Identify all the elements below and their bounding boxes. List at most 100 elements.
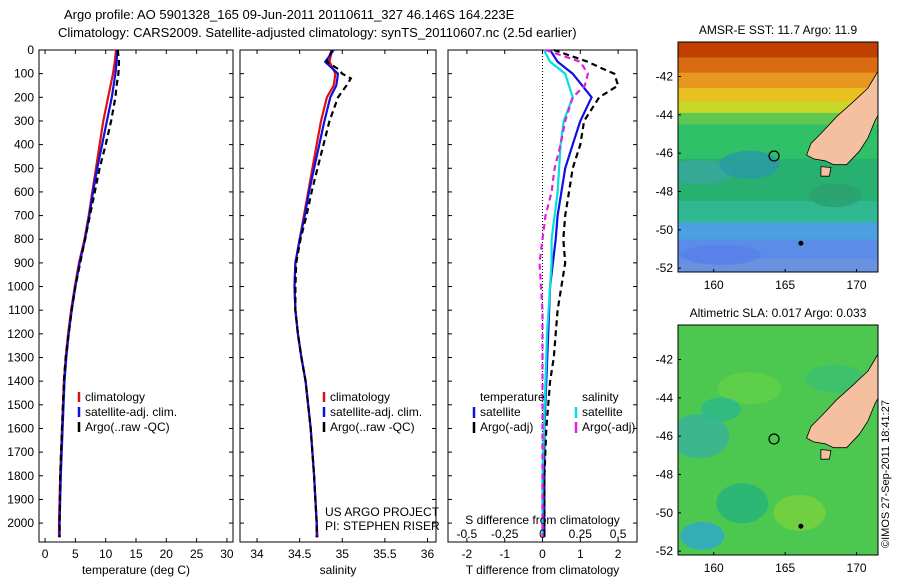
copyright-watermark: ©IMOS 27-Sep-2011 18:41:27 — [880, 400, 892, 548]
map-sla: -42 -44 -46 -48 -50 -52 160 165 170 Altimetric SL… — [656, 306, 879, 575]
figure-title-line1: Argo profile: AO 5901328_165 09-Jun-2011… — [64, 7, 515, 22]
sst-patch — [809, 183, 862, 208]
x-axis-label: temperature (deg C) — [82, 563, 190, 577]
map-x-tick-label: 165 — [775, 278, 795, 292]
stewart-island — [820, 449, 832, 460]
map-title: AMSR-E SST: 11.7 Argo: 11.9 — [699, 23, 858, 37]
sst-band — [678, 222, 878, 241]
map-y-tick-label: -42 — [656, 70, 674, 84]
x-tick-label: 34 — [250, 547, 264, 561]
series-line-s-argo-adj- — [538, 48, 590, 538]
x-tick-label: 20 — [160, 547, 174, 561]
x-tick-label: 0 — [539, 547, 546, 561]
map-y-tick-label: -44 — [656, 391, 674, 405]
sla-patch — [773, 494, 826, 531]
x-tick-label: 5 — [72, 547, 79, 561]
sst-patch — [678, 160, 734, 185]
map-y-tick-label: -48 — [656, 185, 674, 199]
top-x-axis-label: S difference from climatology — [465, 513, 620, 527]
y-tick-label: 1300 — [7, 351, 34, 365]
x-tick-label: 30 — [220, 547, 234, 561]
sla-patch — [805, 364, 866, 393]
sst-band — [678, 72, 878, 89]
series-line-s-satellite — [541, 49, 574, 538]
sst-patch — [719, 150, 780, 179]
y-tick-label: 2000 — [7, 516, 34, 530]
legend-label: climatology — [330, 390, 390, 404]
project-annotation: PI: STEPHEN RISER — [325, 519, 440, 533]
auckland-islands — [798, 523, 804, 529]
x-axis-label: T difference from climatology — [466, 563, 620, 577]
top-x-tick-label: -0.25 — [491, 527, 519, 541]
x-tick-label: 36 — [421, 547, 435, 561]
y-tick-label: 1700 — [7, 445, 34, 459]
legend-label: satellite — [582, 405, 623, 419]
y-tick-label: 1900 — [7, 492, 34, 506]
x-tick-label: 1 — [577, 547, 584, 561]
y-tick-label: 1100 — [8, 303, 34, 317]
x-tick-label: 25 — [190, 547, 204, 561]
map-field — [678, 42, 878, 272]
chart-panel-temperature: 0100200300400500600700800900100011001200… — [7, 43, 234, 577]
top-x-tick-label: 0 — [539, 527, 546, 541]
sst-band — [678, 101, 878, 114]
float-location-marker — [768, 150, 780, 162]
x-tick-label: 10 — [99, 547, 113, 561]
y-tick-label: 200 — [14, 90, 34, 104]
map-x-tick-label: 160 — [704, 278, 724, 292]
sla-patch — [717, 372, 782, 405]
chart-panel-differences: -2 -1 0 1 2 T difference from climatology temp… — [447, 48, 638, 577]
map-y-tick-label: -50 — [656, 223, 674, 237]
top-x-tick-label: 0.5 — [610, 527, 627, 541]
y-tick-label: 1400 — [7, 374, 34, 388]
legend-label: satellite — [480, 405, 521, 419]
y-tick-label: 700 — [14, 209, 34, 223]
x-tick-label: 34.5 — [288, 547, 312, 561]
y-tick-label: 1600 — [7, 421, 34, 435]
x-tick-label: -1 — [499, 547, 510, 561]
map-frame — [677, 324, 879, 556]
map-title: Altimetric SLA: 0.017 Argo: 0.033 — [690, 306, 867, 320]
y-tick-label: 100 — [14, 67, 34, 81]
y-tick-label: 1800 — [7, 469, 34, 483]
y-tick-label: 500 — [14, 161, 34, 175]
legend-label: climatology — [85, 390, 145, 404]
y-tick-label: 900 — [14, 256, 34, 270]
x-tick-label: 0 — [42, 547, 49, 561]
series-line-argo-raw-qc- — [58, 49, 121, 538]
top-x-tick-label: -0.5 — [457, 527, 478, 541]
plot-frame — [239, 49, 437, 543]
y-tick-label: 1500 — [7, 398, 34, 412]
legend-label: Argo(..raw -QC) — [85, 420, 170, 434]
map-x-tick-label: 165 — [775, 561, 795, 575]
sla-patch — [678, 414, 730, 459]
legend-title-salinity: salinity — [582, 390, 619, 404]
sst-band — [678, 57, 878, 74]
x-tick-label: 35.5 — [373, 547, 397, 561]
new-zealand-landmass — [806, 353, 878, 449]
sst-patch — [680, 244, 761, 265]
y-tick-label: 400 — [14, 138, 34, 152]
y-tick-label: 600 — [14, 185, 34, 199]
map-x-tick-label: 160 — [704, 561, 724, 575]
sla-patch — [716, 483, 769, 524]
legend-label: satellite-adj. clim. — [330, 405, 422, 419]
map-x-tick-label: 170 — [847, 278, 867, 292]
y-tick-label: 1000 — [7, 280, 34, 294]
series-line-t-argo-adj- — [543, 48, 620, 538]
map-frame — [677, 41, 879, 273]
auckland-islands — [798, 240, 804, 246]
x-tick-label: 15 — [129, 547, 143, 561]
float-location-marker — [768, 433, 780, 445]
x-tick-label: 2 — [615, 547, 622, 561]
legend-label: Argo(-adj) — [582, 420, 635, 434]
series-line-argo-raw-qc- — [294, 49, 353, 538]
chart-panel-salinity: 34 34.5 35 35.5 36 salinity climatologysatelli… — [239, 49, 440, 577]
map-y-tick-label: -48 — [656, 468, 674, 482]
map-y-tick-label: -52 — [656, 261, 674, 275]
legend-title-temperature: temperature — [480, 390, 545, 404]
stewart-island — [820, 166, 832, 177]
legend-label: Argo(..raw -QC) — [330, 420, 415, 434]
map-x-tick-label: 170 — [847, 561, 867, 575]
